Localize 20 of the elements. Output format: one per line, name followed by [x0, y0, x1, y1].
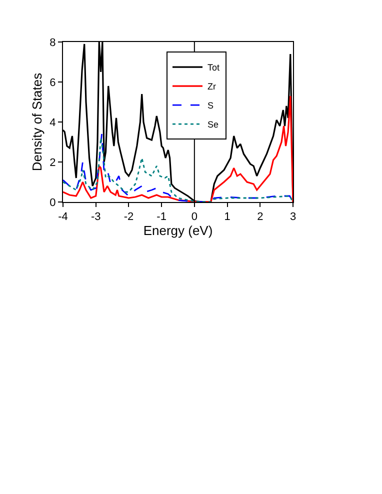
- legend-label: S: [208, 100, 214, 111]
- x-axis-title: Energy (eV): [143, 223, 213, 238]
- x-tick-label: 0: [191, 211, 198, 224]
- y-tick-label: 6: [50, 76, 56, 89]
- y-axis-title: Density of States: [30, 72, 45, 172]
- x-tick-label: 1: [224, 211, 230, 224]
- legend-label: Zr: [208, 82, 216, 92]
- x-tick-label: -2: [124, 211, 134, 224]
- x-tick-label: -4: [58, 211, 68, 224]
- x-tick-label: 3: [290, 211, 296, 224]
- line-series: [63, 95, 293, 202]
- legend-label: Se: [208, 120, 219, 130]
- y-tick-label: 8: [50, 36, 56, 49]
- y-tick-label: 0: [50, 196, 56, 209]
- x-tick-label: -3: [90, 211, 101, 224]
- legend-label: Tot: [208, 62, 220, 73]
- y-tick-label: 2: [50, 156, 56, 169]
- y-tick-label: 4: [50, 116, 56, 129]
- x-tick-label: -1: [156, 211, 166, 224]
- x-tick-label: 2: [257, 211, 264, 224]
